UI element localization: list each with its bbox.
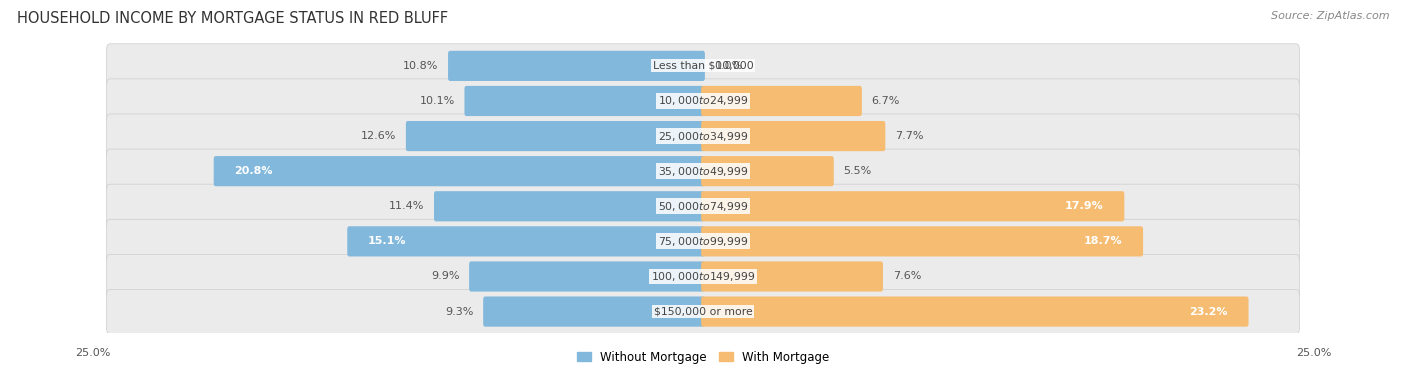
FancyBboxPatch shape: [107, 254, 1299, 299]
FancyBboxPatch shape: [484, 296, 704, 327]
Text: 7.7%: 7.7%: [896, 131, 924, 141]
Text: 12.6%: 12.6%: [361, 131, 396, 141]
Text: 15.1%: 15.1%: [368, 236, 406, 246]
FancyBboxPatch shape: [107, 219, 1299, 263]
FancyBboxPatch shape: [449, 51, 704, 81]
Text: 25.0%: 25.0%: [75, 349, 110, 358]
FancyBboxPatch shape: [107, 290, 1299, 334]
Text: 9.3%: 9.3%: [444, 307, 474, 317]
FancyBboxPatch shape: [470, 262, 704, 291]
Text: HOUSEHOLD INCOME BY MORTGAGE STATUS IN RED BLUFF: HOUSEHOLD INCOME BY MORTGAGE STATUS IN R…: [17, 11, 449, 26]
Text: 7.6%: 7.6%: [893, 271, 921, 282]
Text: $35,000 to $49,999: $35,000 to $49,999: [658, 165, 748, 178]
FancyBboxPatch shape: [702, 226, 1143, 257]
FancyBboxPatch shape: [107, 114, 1299, 158]
FancyBboxPatch shape: [347, 226, 704, 257]
Text: 11.4%: 11.4%: [389, 201, 425, 211]
Text: Source: ZipAtlas.com: Source: ZipAtlas.com: [1271, 11, 1389, 21]
FancyBboxPatch shape: [107, 44, 1299, 88]
Text: 5.5%: 5.5%: [844, 166, 872, 176]
Text: $50,000 to $74,999: $50,000 to $74,999: [658, 200, 748, 213]
Text: $100,000 to $149,999: $100,000 to $149,999: [651, 270, 755, 283]
Text: 10.1%: 10.1%: [419, 96, 454, 106]
FancyBboxPatch shape: [107, 149, 1299, 193]
FancyBboxPatch shape: [107, 184, 1299, 228]
Text: $75,000 to $99,999: $75,000 to $99,999: [658, 235, 748, 248]
FancyBboxPatch shape: [107, 79, 1299, 123]
FancyBboxPatch shape: [702, 121, 886, 151]
Text: $10,000 to $24,999: $10,000 to $24,999: [658, 94, 748, 107]
Text: 20.8%: 20.8%: [235, 166, 273, 176]
FancyBboxPatch shape: [702, 296, 1249, 327]
Text: 23.2%: 23.2%: [1189, 307, 1227, 317]
Text: 10.8%: 10.8%: [404, 61, 439, 71]
FancyBboxPatch shape: [702, 86, 862, 116]
FancyBboxPatch shape: [702, 262, 883, 291]
Text: Less than $10,000: Less than $10,000: [652, 61, 754, 71]
Text: 18.7%: 18.7%: [1084, 236, 1122, 246]
FancyBboxPatch shape: [464, 86, 704, 116]
Text: $25,000 to $34,999: $25,000 to $34,999: [658, 130, 748, 143]
FancyBboxPatch shape: [702, 156, 834, 186]
Text: 9.9%: 9.9%: [430, 271, 460, 282]
Text: $150,000 or more: $150,000 or more: [654, 307, 752, 317]
Text: 25.0%: 25.0%: [1296, 349, 1331, 358]
FancyBboxPatch shape: [702, 191, 1125, 222]
Text: 17.9%: 17.9%: [1064, 201, 1104, 211]
Legend: Without Mortgage, With Mortgage: Without Mortgage, With Mortgage: [572, 346, 834, 368]
FancyBboxPatch shape: [406, 121, 704, 151]
Text: 6.7%: 6.7%: [872, 96, 900, 106]
FancyBboxPatch shape: [214, 156, 704, 186]
FancyBboxPatch shape: [434, 191, 704, 222]
Text: 0.0%: 0.0%: [714, 61, 742, 71]
